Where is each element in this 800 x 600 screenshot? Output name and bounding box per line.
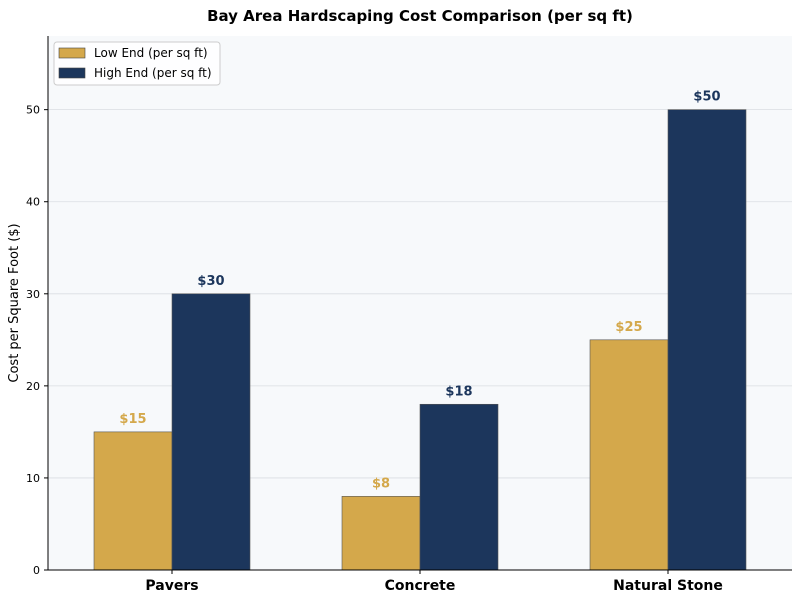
legend: Low End (per sq ft) High End (per sq ft) [53,41,221,86]
y-tick-label: 50 [26,104,40,117]
x-tick-label: Concrete [385,578,456,594]
data-label: $15 [119,412,146,427]
bar-high-concrete [419,403,499,571]
data-label: $30 [197,274,224,289]
x-tick-label: Pavers [145,578,198,594]
legend-swatch-low [58,47,86,59]
data-label: $25 [615,320,642,335]
y-tick-label: 10 [26,472,40,485]
data-label: $8 [372,476,390,491]
legend-swatch-high [58,67,86,79]
x-tick-label: Natural Stone [613,578,723,594]
data-label: $18 [445,384,472,399]
legend-box [53,41,221,86]
chart-title: Bay Area Hardscaping Cost Comparison (pe… [207,7,633,25]
legend-label-low: Low End (per sq ft) [94,46,208,60]
bar-high-pavers [171,293,251,571]
y-tick-label: 40 [26,196,40,209]
bar-low-pavers [93,431,173,571]
y-tick-label: 0 [33,564,40,577]
bar-low-concrete [341,496,421,571]
legend-label-high: High End (per sq ft) [94,66,212,80]
tick-labels: 0 10 20 30 40 50 Pavers Concrete Natural Stone [26,104,723,594]
bar-high-natural-stone [667,109,747,571]
y-tick-label: 20 [26,380,40,393]
bar-labels: $15 $30 $8 $18 $25 $50 [119,90,720,492]
y-axis-label: Cost per Square Foot ($) [7,223,22,382]
y-tick-label: 30 [26,288,40,301]
bar-low-natural-stone [589,339,669,571]
bars [93,109,747,571]
data-label: $50 [693,90,720,105]
